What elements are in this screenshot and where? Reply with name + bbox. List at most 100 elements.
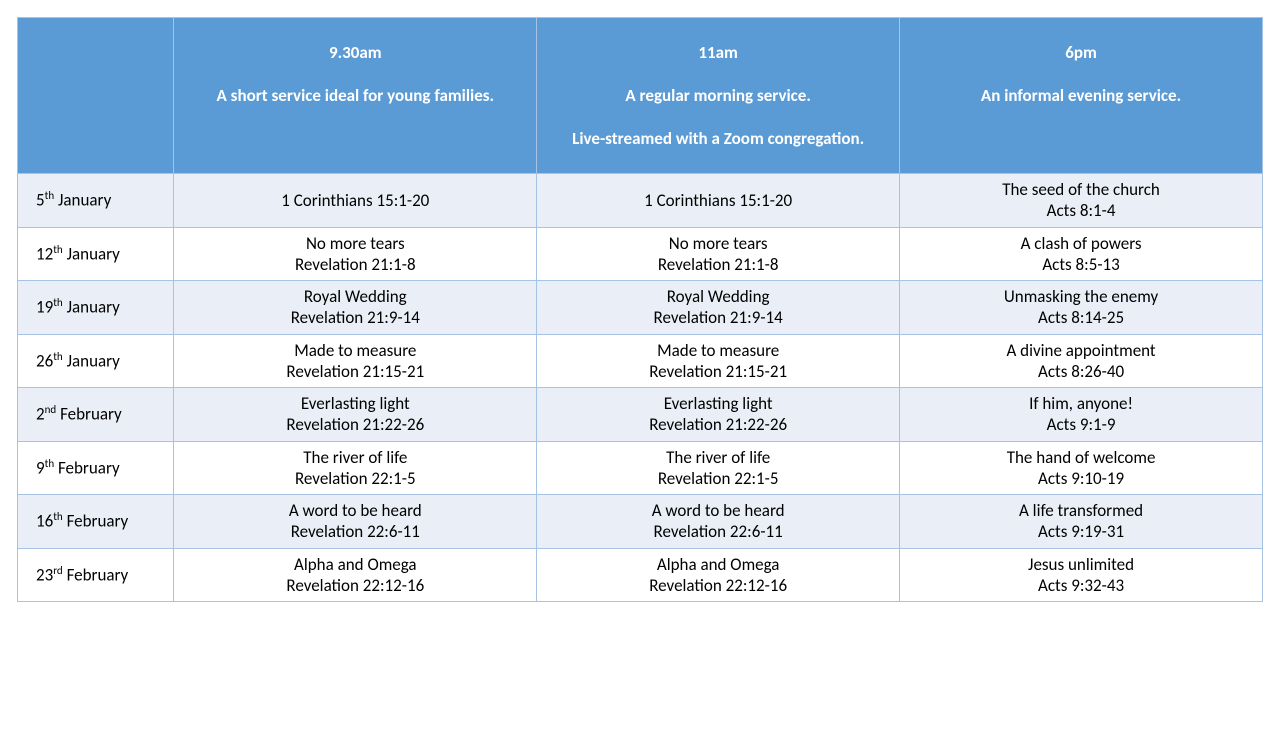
date-day: 2 [36,404,45,425]
date-month: February [67,511,129,532]
scripture-ref: 1 Corinthians 15:1-20 [543,190,893,211]
scripture-ref: Acts 9:32-43 [906,575,1256,596]
sermon-title: Jesus unlimited [906,554,1256,575]
scripture-ref: Revelation 21:1-8 [180,254,530,275]
header-service2: 11am A regular morning service. Live-str… [537,18,900,174]
service2-cell: No more tearsRevelation 21:1-8 [537,227,900,281]
table-row: 2nd FebruaryEverlasting lightRevelation … [18,388,1263,442]
header-row: 9.30am A short service ideal for young f… [18,18,1263,174]
service2-cell: 1 Corinthians 15:1-20 [537,174,900,228]
service1-cell: Royal WeddingRevelation 21:9-14 [174,281,537,335]
service2-desc: A regular morning service. [543,85,893,106]
table-row: 5th January1 Corinthians 15:1-201 Corint… [18,174,1263,228]
date-cell: 26th January [18,334,174,388]
date-suffix: th [53,349,63,363]
scripture-ref: Revelation 22:12-16 [180,575,530,596]
sermon-title: The seed of the church [906,179,1256,200]
service2-cell: The river of lifeRevelation 22:1-5 [537,441,900,495]
sermon-title: The river of life [180,447,530,468]
table-row: 16th FebruaryA word to be heardRevelatio… [18,495,1263,549]
header-service1: 9.30am A short service ideal for young f… [174,18,537,174]
service3-cell: A clash of powersActs 8:5-13 [900,227,1263,281]
date-month: January [67,297,120,318]
scripture-ref: Revelation 22:6-11 [543,521,893,542]
service1-time: 9.30am [180,42,530,63]
table-row: 19th JanuaryRoyal WeddingRevelation 21:9… [18,281,1263,335]
date-cell: 2nd February [18,388,174,442]
date-month: February [60,404,122,425]
sermon-title: Alpha and Omega [180,554,530,575]
date-suffix: rd [53,563,63,577]
date-month: January [67,243,120,264]
date-suffix: th [45,456,55,470]
date-day: 23 [36,564,53,585]
date-suffix: th [45,188,55,202]
date-month: February [67,564,129,585]
scripture-ref: 1 Corinthians 15:1-20 [180,190,530,211]
scripture-ref: Revelation 21:22-26 [543,414,893,435]
table-row: 12th JanuaryNo more tearsRevelation 21:1… [18,227,1263,281]
scripture-ref: Revelation 22:6-11 [180,521,530,542]
sermon-title: Royal Wedding [180,286,530,307]
header-service3: 6pm An informal evening service. [900,18,1263,174]
service2-cell: Alpha and OmegaRevelation 22:12-16 [537,548,900,602]
service-schedule-table: 9.30am A short service ideal for young f… [17,17,1263,602]
service1-desc: A short service ideal for young families… [180,85,530,106]
scripture-ref: Revelation 22:12-16 [543,575,893,596]
scripture-ref: Revelation 21:9-14 [180,307,530,328]
sermon-title: A word to be heard [543,500,893,521]
date-day: 9 [36,457,45,478]
sermon-title: A divine appointment [906,340,1256,361]
service3-desc: An informal evening service. [906,85,1256,106]
sermon-title: The hand of welcome [906,447,1256,468]
service2-cell: Made to measureRevelation 21:15-21 [537,334,900,388]
service1-cell: No more tearsRevelation 21:1-8 [174,227,537,281]
date-day: 12 [36,243,53,264]
date-month: February [58,457,120,478]
service3-cell: A life transformedActs 9:19-31 [900,495,1263,549]
scripture-ref: Acts 8:5-13 [906,254,1256,275]
date-day: 26 [36,350,53,371]
date-cell: 23rd February [18,548,174,602]
sermon-title: Unmasking the enemy [906,286,1256,307]
scripture-ref: Acts 8:26-40 [906,361,1256,382]
service3-cell: The hand of welcomeActs 9:10-19 [900,441,1263,495]
service1-cell: Everlasting lightRevelation 21:22-26 [174,388,537,442]
service3-cell: A divine appointmentActs 8:26-40 [900,334,1263,388]
service3-cell: If him, anyone!Acts 9:1-9 [900,388,1263,442]
scripture-ref: Acts 8:14-25 [906,307,1256,328]
service2-extra: Live-streamed with a Zoom congregation. [543,128,893,149]
scripture-ref: Revelation 22:1-5 [543,468,893,489]
date-suffix: th [53,242,63,256]
sermon-title: Made to measure [543,340,893,361]
date-cell: 19th January [18,281,174,335]
scripture-ref: Acts 9:10-19 [906,468,1256,489]
date-day: 19 [36,297,53,318]
scripture-ref: Acts 9:1-9 [906,414,1256,435]
date-suffix: nd [45,402,57,416]
scripture-ref: Revelation 21:15-21 [543,361,893,382]
service3-time: 6pm [906,42,1256,63]
scripture-ref: Revelation 22:1-5 [180,468,530,489]
service1-cell: The river of lifeRevelation 22:1-5 [174,441,537,495]
sermon-title: Everlasting light [543,393,893,414]
sermon-title: No more tears [543,233,893,254]
sermon-title: If him, anyone! [906,393,1256,414]
sermon-title: Royal Wedding [543,286,893,307]
sermon-title: The river of life [543,447,893,468]
date-cell: 16th February [18,495,174,549]
sermon-title: A clash of powers [906,233,1256,254]
date-month: January [67,350,120,371]
date-cell: 9th February [18,441,174,495]
service1-cell: A word to be heardRevelation 22:6-11 [174,495,537,549]
service1-cell: 1 Corinthians 15:1-20 [174,174,537,228]
date-suffix: th [53,295,63,309]
sermon-title: Made to measure [180,340,530,361]
date-cell: 12th January [18,227,174,281]
sermon-title: No more tears [180,233,530,254]
sermon-title: Alpha and Omega [543,554,893,575]
scripture-ref: Acts 8:1-4 [906,200,1256,221]
sermon-title: A word to be heard [180,500,530,521]
scripture-ref: Revelation 21:15-21 [180,361,530,382]
service1-cell: Made to measureRevelation 21:15-21 [174,334,537,388]
